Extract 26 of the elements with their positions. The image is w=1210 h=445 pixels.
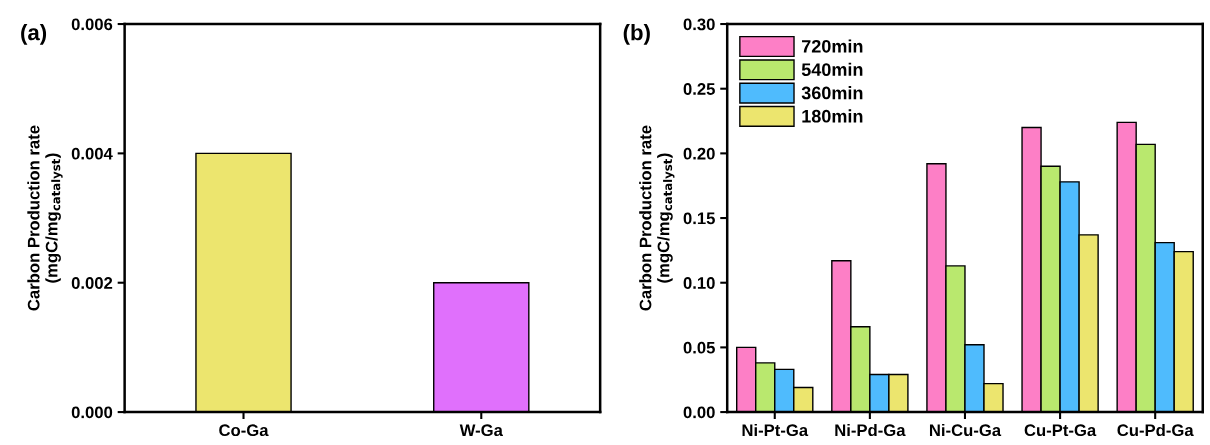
y-axis-title: Carbon Production rate (mgC/mg$_{catalyst}$) [27, 125, 63, 311]
legend-label: 720min [802, 39, 863, 53]
x-tick-label: Co-Ga [219, 424, 269, 437]
y-tick-label: 0.05 [683, 341, 715, 354]
x-tick-label: W-Ga [459, 424, 503, 437]
x-tick-label: Ni-Pd-Ga [835, 423, 906, 437]
legend-label: 180min [802, 109, 863, 123]
y-tick-label: 0.25 [683, 83, 715, 95]
text: (b) [623, 24, 650, 45]
y-axis-title: Carbon Production rate (mgC/mg$_{catalyst}$) [639, 125, 675, 311]
x-tick-label: Cu-Pt-Ga [1024, 424, 1097, 437]
y-tick-label: 0.002 [71, 277, 113, 289]
y-tick-label: 0.000 [71, 406, 113, 419]
y-tick-label: 0.10 [683, 277, 715, 289]
y-tick-label: 0.004 [71, 147, 113, 160]
x-tick-label: Ni-Cu-Ga [929, 423, 1002, 437]
y-tick-label: 0.20 [683, 147, 715, 160]
x-tick-label: Ni-Pt-Ga [742, 423, 809, 437]
text: (a) [21, 24, 47, 45]
y-tick-label: 0.006 [71, 18, 113, 31]
legend-label: 360min [801, 86, 863, 100]
y-tick-label: 0.30 [683, 18, 715, 31]
y-tick-label: 0.00 [683, 406, 715, 419]
y-tick-label: 0.15 [683, 212, 715, 225]
legend-label: 540min [801, 62, 863, 77]
x-tick-label: Cu-Pd-Ga [1117, 423, 1194, 437]
